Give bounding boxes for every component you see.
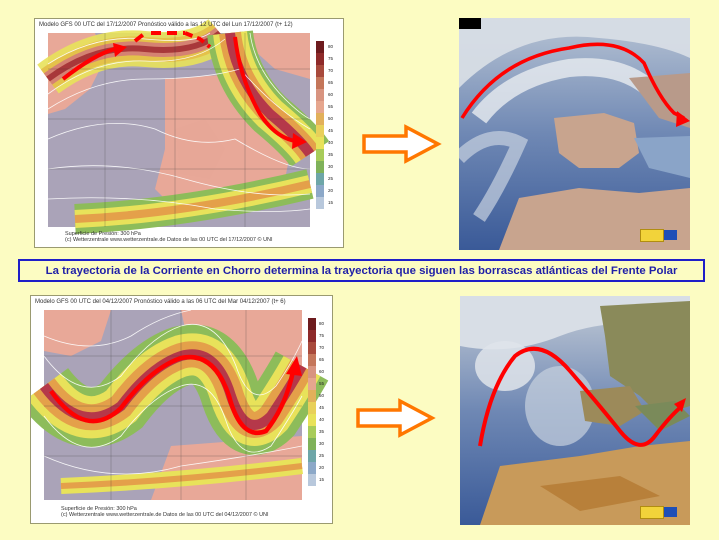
top-map-header: Modelo GFS 00 UTC del 17/12/2007 Pronóst…: [39, 22, 293, 28]
scale-label: 20: [328, 188, 334, 193]
scale-label: 65: [319, 357, 325, 362]
top-map-footer-1: Superficie de Presión: 300 hPa: [65, 231, 141, 237]
caption-text: La trayectoria de la Corriente en Chorro…: [45, 264, 678, 277]
bottom-map-footer-2: (c) Wetterzentrale www.wetterzentrale.de…: [61, 512, 269, 518]
scale-label: 30: [328, 164, 334, 169]
scale-label: 35: [319, 429, 325, 434]
scale-label: 65: [328, 80, 334, 85]
scale-label: 55: [319, 381, 325, 386]
top-satellite-graphic: [459, 18, 690, 250]
scale-label: 50: [328, 116, 334, 121]
bottom-map-header: Modelo GFS 00 UTC del 04/12/2007 Pronóst…: [35, 299, 286, 305]
scale-label: 25: [328, 176, 334, 181]
aemet-logo-icon: [640, 229, 664, 242]
bottom-map-footer-1: Superficie de Presión: 300 hPa: [61, 506, 137, 512]
bottom-satellite-image: [460, 296, 690, 525]
scale-label: 30: [319, 441, 325, 446]
top-map-scale-labels: 80 75 70 65 60 55 50 45 40 35 30 25 20 1…: [328, 41, 342, 209]
bottom-jet-stream-map-graphic: [31, 309, 329, 500]
scale-label: 80: [328, 44, 334, 49]
bottom-map-scale-labels: 80 75 70 65 60 55 50 45 40 35 30 25 20 1…: [319, 318, 333, 486]
top-flow-arrow-icon: [362, 124, 442, 164]
scale-label: 40: [319, 417, 325, 422]
scale-label: 45: [328, 128, 334, 133]
top-satellite-image: [459, 18, 690, 250]
scale-label: 40: [328, 140, 334, 145]
scale-label: 25: [319, 453, 325, 458]
scale-label: 80: [319, 321, 325, 326]
scale-label: 55: [328, 104, 334, 109]
scale-label: 20: [319, 465, 325, 470]
top-map-footer-2: (c) Wetterzentrale www.wetterzentrale.de…: [65, 237, 273, 243]
top-jet-stream-map: Modelo GFS 00 UTC del 17/12/2007 Pronóst…: [34, 18, 344, 248]
scale-label: 75: [328, 56, 334, 61]
scale-label: 15: [328, 200, 334, 205]
scale-label: 15: [319, 477, 325, 482]
scale-label: 50: [319, 393, 325, 398]
scale-label: 60: [328, 92, 334, 97]
scale-label: 70: [328, 68, 334, 73]
scale-label: 60: [319, 369, 325, 374]
scale-label: 45: [319, 405, 325, 410]
caption-box: La trayectoria de la Corriente en Chorro…: [18, 259, 705, 282]
bottom-satellite-graphic: [460, 296, 690, 525]
aemet-logo-mark-icon: [664, 507, 677, 517]
aemet-logo-icon: [640, 506, 664, 519]
bottom-flow-arrow-icon: [356, 398, 436, 438]
scale-label: 75: [319, 333, 325, 338]
bottom-jet-stream-map: Modelo GFS 00 UTC del 04/12/2007 Pronóst…: [30, 295, 333, 524]
scale-label: 35: [328, 152, 334, 157]
top-jet-stream-map-graphic: [37, 19, 330, 234]
scale-label: 70: [319, 345, 325, 350]
aemet-logo-mark-icon: [664, 230, 677, 240]
